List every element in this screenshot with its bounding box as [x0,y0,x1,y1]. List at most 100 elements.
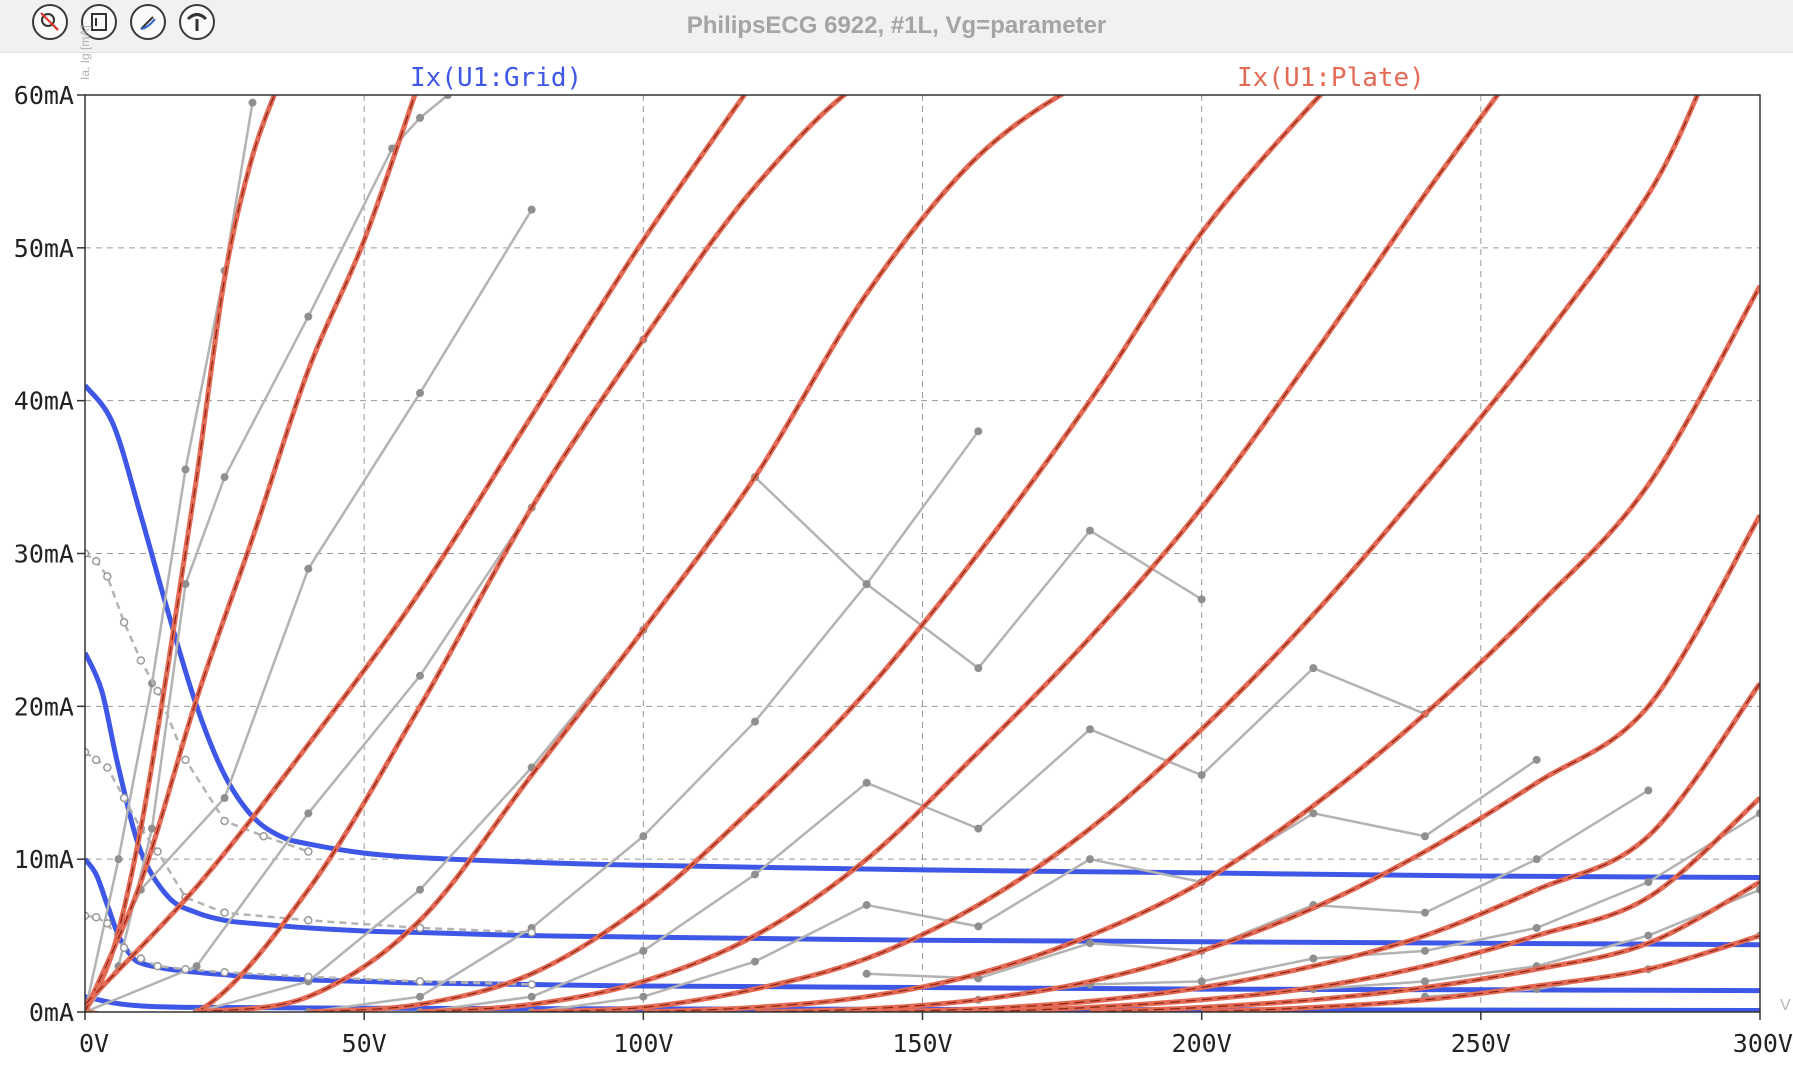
measured-grid-point [304,972,313,982]
measured-plate-point [304,312,313,321]
measured-plate-point [181,465,190,474]
measured-plate-point [1532,855,1541,864]
measured-plate-point [639,946,648,955]
measured-grid-point [153,686,162,696]
measured-plate-point [974,922,983,931]
measured-plate-point [527,205,536,214]
curve-tool-icon[interactable] [179,4,215,40]
measured-plate-8 [866,789,1649,980]
measured-plate-point [181,580,190,589]
legend-grid-label: Ix(U1:Grid) [410,63,582,93]
measured-grid-point [85,747,90,757]
x-tick-label: 50V [342,1029,387,1058]
measured-plate-point [416,113,424,122]
measured-grid-point [136,954,146,963]
measured-plate-point [1644,931,1653,940]
measured-grid-point [153,847,162,856]
measured-plate-point [1197,595,1206,604]
measured-plate-point [416,671,424,680]
plate-curve-core-1 [85,95,416,1012]
measured-grid-point [103,763,112,772]
measured-plate-point [1644,786,1653,795]
measured-plate-point [527,992,536,1001]
y-tick-label: 0mA [29,998,74,1027]
measured-grid-point [103,919,112,928]
plate-curve-core-8 [643,285,1760,1012]
measured-plate-point [862,778,871,787]
grid-curve-0 [85,383,1760,880]
plate-curve-core-0 [85,95,275,1012]
measured-plate-point [304,564,313,573]
measured-plate-point [192,962,201,971]
grid-curve-1 [85,651,1760,948]
measured-plate-point [220,794,229,803]
x-tick-label: 200V [1172,1029,1232,1058]
measured-grid-point [181,964,190,974]
measured-plate-point [1086,855,1094,864]
legend-plate-label: Ix(U1:Plate) [1237,63,1425,93]
x-tick-label: 250V [1451,1029,1511,1058]
measured-plate-point [974,824,983,833]
measured-plate-point [1421,908,1429,917]
measured-plate-point [862,901,871,910]
measured-plate-point [751,870,759,879]
measured-grid-point [220,816,229,826]
y-tick-label: 50mA [14,234,74,263]
measured-grid-point [136,656,146,665]
measured-grid-point [259,831,268,841]
plate-curve-core-9 [754,514,1760,1012]
plate-curve-core-12 [1089,881,1760,1012]
y-tick-label: 60mA [14,81,74,110]
measured-plate-7 [531,758,1538,1012]
measured-grid-point [153,961,162,971]
plate-curve-core-4 [196,95,1063,1012]
measured-plate-point [1309,954,1318,963]
plate-curve-core-2 [85,95,746,1005]
cursor-snap-icon[interactable] [130,4,166,40]
plate-curve-core-3 [85,95,846,1012]
measured-plate-point [751,717,759,726]
measured-grid-point [91,912,101,922]
measured-plate-point [639,832,648,841]
measured-plate-point [1532,755,1541,764]
grid-curve-3 [85,994,1760,1012]
y-tick-label: 20mA [14,692,74,721]
measured-plate-point [443,95,452,99]
measured-grid-point [527,928,536,937]
measured-plate-point [220,473,229,482]
measured-plate-point [1086,526,1094,535]
measured-plate-point [1421,977,1429,986]
measured-plate-point [1756,885,1760,894]
plate-curve-core-7 [531,95,1699,1012]
measured-plate-point [1086,725,1094,734]
toolbar: Ia, Ig [mA] PhilipsECG 6922, #1L, Vg=par… [0,0,1793,80]
measured-plate-point [974,427,983,436]
measured-grid-point [85,549,90,558]
measured-grid-point [220,968,229,977]
x-tick-label: 0V [79,1029,109,1058]
measured-plate-point [1532,923,1541,932]
measured-grid-point [119,618,129,627]
measured-grid-point [304,847,313,856]
fit-to-window-icon[interactable] [81,4,117,40]
measured-plate-point [1197,771,1206,780]
measured-plate-point [862,969,871,978]
measured-grid-point [415,923,425,933]
measured-grid-point [415,977,425,986]
x-tick-label: 100V [613,1029,673,1058]
measured-plate-point [1644,878,1653,887]
measured-plate-point [751,957,759,966]
measured-grid-point [119,943,129,953]
plot-title: PhilipsECG 6922, #1L, Vg=parameter [686,12,1107,39]
plate-curve-core-13 [1201,935,1760,1012]
measured-grid-point [527,980,536,989]
measured-plate-point [974,664,983,673]
measured-plate-point [148,824,156,833]
measured-plate-4 [196,430,980,1012]
plate-curve-core-6 [419,95,1499,1012]
zoom-mode-icon[interactable] [32,4,68,40]
gridlines [85,95,1760,1012]
measured-plate-point [416,389,424,398]
axis-ticks: 0V 50V 100V 150V 200V 250V 300V 0mA 10mA 20mA 30mA… [14,81,1793,1058]
measured-plate-point [114,855,123,864]
